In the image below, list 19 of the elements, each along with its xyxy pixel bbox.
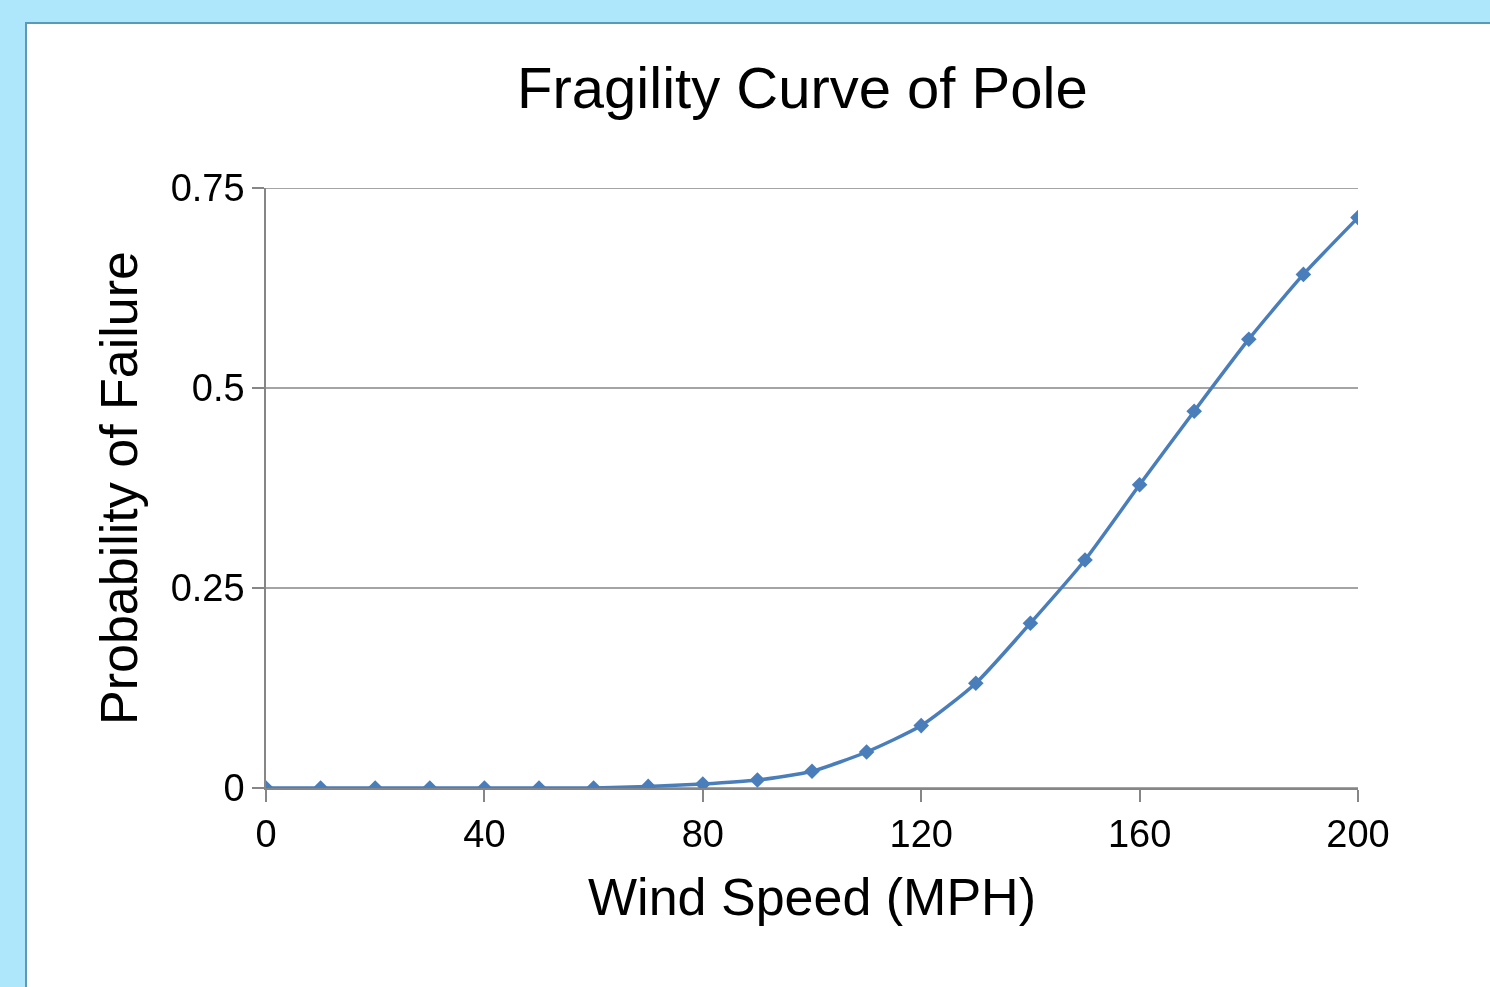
- y-axis-title: Probability of Failure: [90, 251, 149, 725]
- x-axis-title: Wind Speed (MPH): [588, 867, 1036, 926]
- y-tick-label: 0.75: [170, 167, 245, 210]
- y-tick-label: 0.5: [191, 367, 245, 410]
- point: [1186, 403, 1202, 419]
- point: [1241, 331, 1257, 347]
- x-tick-label: 80: [681, 813, 724, 856]
- point: [1077, 552, 1093, 568]
- point: [1131, 477, 1148, 493]
- x-tick-label: 200: [1326, 813, 1390, 856]
- point: [1295, 266, 1312, 283]
- point: [1022, 615, 1039, 631]
- x-tick-label: 0: [255, 813, 277, 856]
- y-tick-label: 0: [223, 767, 245, 810]
- chart-title: Fragility Curve of Pole: [517, 54, 1088, 120]
- x-tick-label: 120: [889, 813, 953, 856]
- y-tick-label: 0.25: [170, 567, 245, 610]
- x-tick-label: 160: [1107, 813, 1172, 856]
- x-tick-label: 40: [463, 813, 506, 856]
